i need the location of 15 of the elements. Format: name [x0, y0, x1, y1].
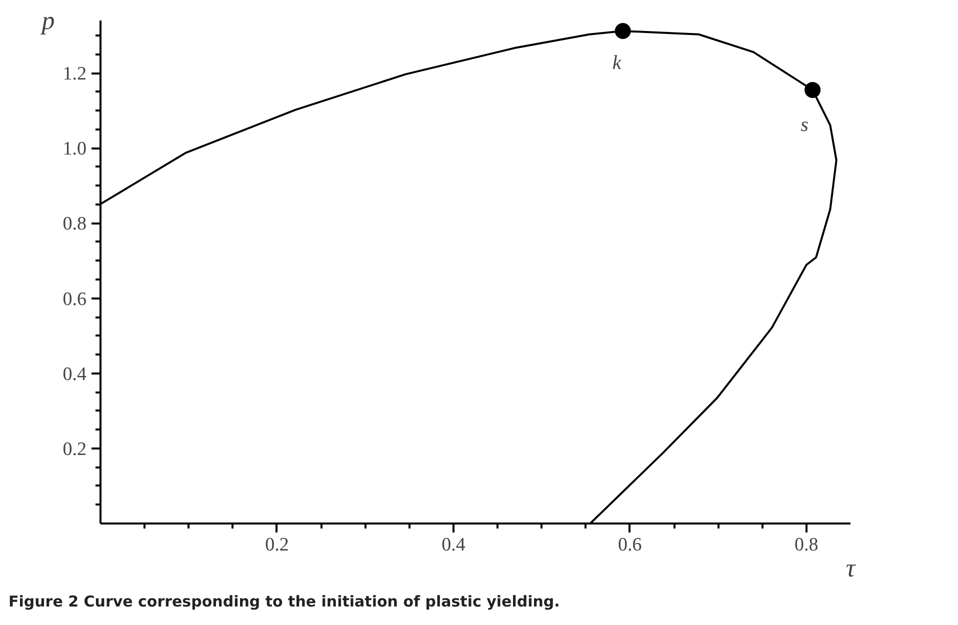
x-axis-title: τ: [846, 554, 857, 582]
x-tick-label: 0.6: [618, 534, 642, 556]
y-axis-title: p: [40, 6, 55, 35]
y-tick-label: 1.2: [62, 64, 86, 85]
annotation: s: [800, 114, 809, 136]
y-tick-label: 0.6: [62, 288, 86, 310]
x-tick-label: 0.8: [794, 534, 818, 556]
y-tick-label: 1.0: [62, 138, 86, 160]
x-tick-label: 0.4: [442, 534, 466, 556]
annotation: k: [612, 52, 622, 74]
y-tick-label: 0.2: [62, 438, 86, 460]
y-tick-label: 0.4: [62, 364, 87, 385]
text: Figure 2 Curve corresponding to the initiation of plastic yielding.: [8, 592, 560, 610]
x-tick-label: 0.2: [265, 534, 289, 556]
y-tick-label: 0.8: [62, 214, 86, 235]
